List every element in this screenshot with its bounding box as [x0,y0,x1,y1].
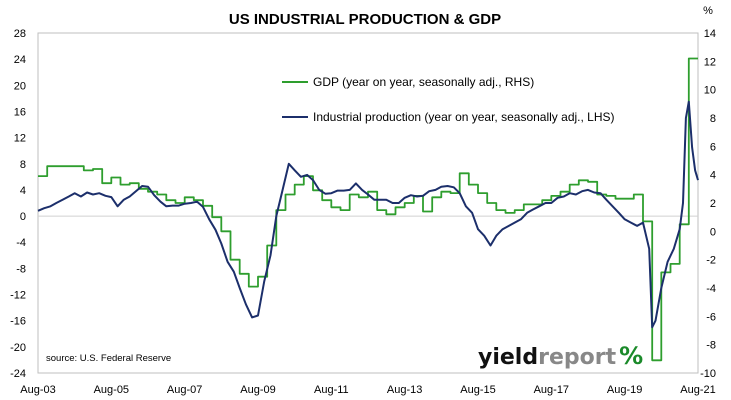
legend: GDP (year on year, seasonally adj., RHS)… [282,75,615,124]
right-tick-label: -8 [706,340,716,352]
right-tick-label: 4 [710,170,716,182]
right-tick-label: 12 [704,56,716,68]
left-tick-label: -20 [10,342,26,354]
left-tick-label: -4 [16,237,26,249]
plot-border [37,32,699,374]
legend-label-ip: Industrial production (year on year, sea… [313,110,615,124]
series-layer [37,57,699,362]
x-tick-label: Aug-11 [314,384,349,396]
left-tick-label: 28 [14,28,26,40]
chart-title: US INDUSTRIAL PRODUCTION & GDP [229,11,501,28]
left-tick-label: -12 [10,290,26,302]
source-note: source: U.S. Federal Reserve [46,353,171,364]
logo-part-report: report [538,345,616,370]
x-tick-label: Aug-21 [680,384,715,396]
x-tick-label: Aug-03 [20,384,55,396]
right-tick-label: -4 [706,283,716,295]
left-axis: 28 24 20 16 12 8 4 0 -4 -8 -12 -16 -20 -24 [10,28,26,380]
series-line-gdp [38,57,698,362]
right-tick-label: -2 [706,255,716,267]
series-line-ip [37,100,699,329]
logo-percent: % [619,342,643,370]
logo-part-yield: yield [478,345,538,370]
x-tick-label: Aug-07 [167,384,202,396]
left-tick-label: -8 [16,263,26,275]
yieldreport-logo: yieldreport% [478,342,643,370]
right-tick-label: -6 [706,311,716,323]
right-axis: 14 12 10 8 6 4 2 0 -2 -4 -6 -8 -10 [700,28,716,380]
x-tick-label: Aug-17 [534,384,569,396]
right-tick-label: 6 [710,141,716,153]
legend-label-gdp: GDP (year on year, seasonally adj., RHS) [313,75,534,89]
x-tick-label: Aug-05 [94,384,129,396]
x-tick-label: Aug-19 [607,384,642,396]
x-axis: Aug-03 Aug-05 Aug-07 Aug-09 Aug-11 Aug-13 Aug-… [20,384,715,396]
left-tick-label: 24 [14,54,26,66]
right-tick-label: 0 [710,226,716,238]
left-tick-label: -24 [10,368,26,380]
x-tick-label: Aug-09 [240,384,275,396]
svg-text:yieldreport%: yieldreport% [478,342,643,370]
left-tick-label: -16 [10,316,26,328]
right-tick-label: -10 [700,368,716,380]
right-axis-unit: % [703,5,713,17]
left-tick-label: 8 [20,159,26,171]
right-tick-label: 14 [704,28,716,40]
x-tick-label: Aug-15 [460,384,495,396]
left-tick-label: 4 [20,185,26,197]
plot-area [37,32,699,374]
right-tick-label: 8 [710,113,716,125]
left-tick-label: 20 [14,80,26,92]
left-tick-label: 16 [14,106,26,118]
left-tick-label: 12 [14,133,26,145]
x-tick-label: Aug-13 [387,384,422,396]
right-tick-label: 10 [704,85,716,97]
left-tick-label: 0 [20,211,26,223]
right-tick-label: 2 [710,198,716,210]
